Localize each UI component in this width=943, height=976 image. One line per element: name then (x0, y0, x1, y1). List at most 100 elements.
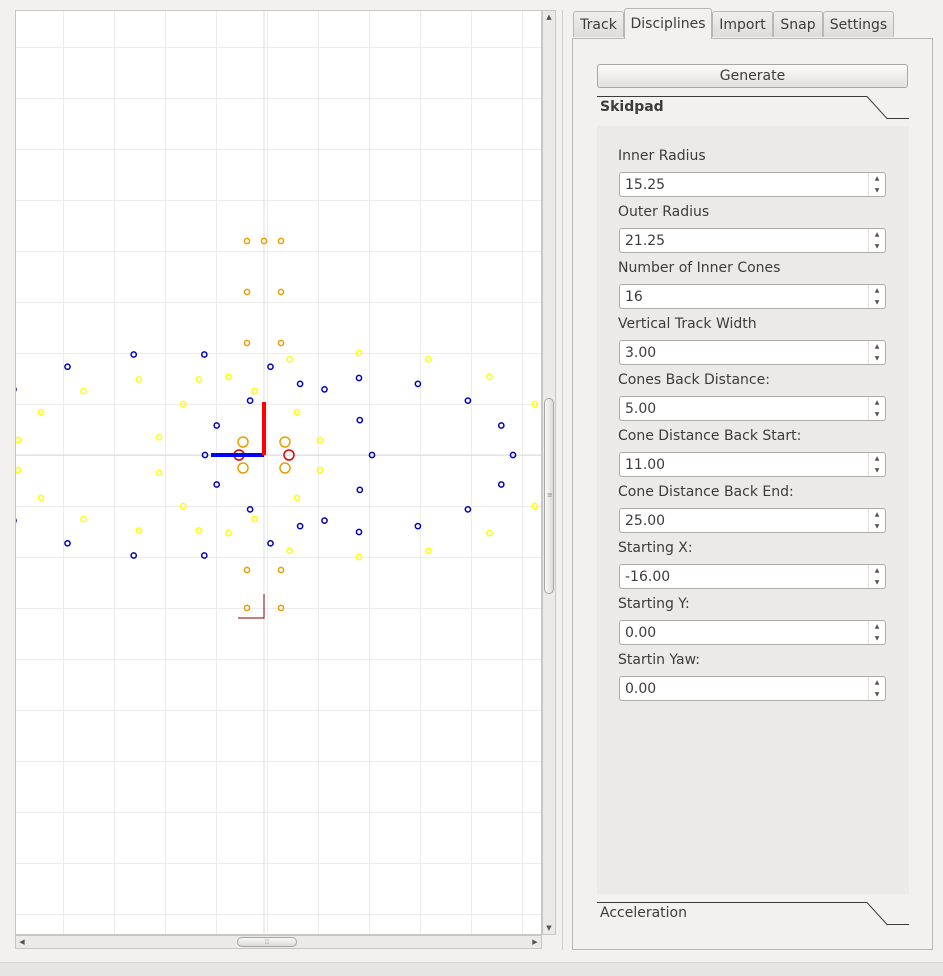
cone-marker (280, 437, 290, 447)
spinbox-buttons: ▲▼ (868, 229, 885, 252)
cone-marker (278, 567, 283, 572)
cone-marker (426, 548, 431, 553)
spinbox-input[interactable] (620, 397, 868, 420)
arrow-up-icon[interactable]: ▲ (543, 11, 555, 23)
spinbox[interactable]: ▲▼ (619, 396, 886, 421)
spinbox[interactable]: ▲▼ (619, 340, 886, 365)
spin-down-icon[interactable]: ▼ (869, 465, 885, 476)
cone-marker (322, 387, 327, 392)
cone-marker (487, 374, 492, 379)
cone-marker (268, 541, 273, 546)
cone-marker (356, 529, 361, 534)
spinbox-buttons: ▲▼ (868, 565, 885, 588)
cone-marker (38, 410, 43, 415)
spin-down-icon[interactable]: ▼ (869, 577, 885, 588)
vertical-scrollbar[interactable]: ▲ ≡ ▼ (542, 10, 556, 935)
cone-marker (357, 487, 362, 492)
arrow-down-icon[interactable]: ▼ (543, 922, 555, 934)
arrow-left-icon[interactable]: ◀ (16, 936, 28, 948)
field-label: Startin Yaw: (618, 652, 700, 668)
cone-marker (294, 495, 299, 500)
spinbox[interactable]: ▲▼ (619, 508, 886, 533)
cone-marker (252, 388, 257, 393)
spinbox-input[interactable] (620, 341, 868, 364)
cone-marker (294, 410, 299, 415)
field-label: Cone Distance Back End: (618, 484, 794, 500)
spinbox-input[interactable] (620, 677, 868, 700)
section-skidpad-header[interactable]: Skidpad (597, 96, 909, 120)
track-view[interactable] (16, 11, 542, 935)
spinbox[interactable]: ▲▼ (619, 452, 886, 477)
tab-settings[interactable]: Settings (823, 11, 894, 37)
spinbox-input[interactable] (620, 285, 868, 308)
spinbox[interactable]: ▲▼ (619, 620, 886, 645)
spinbox[interactable]: ▲▼ (619, 172, 886, 197)
spin-down-icon[interactable]: ▼ (869, 241, 885, 252)
section-acceleration-label: Acceleration (600, 902, 687, 924)
spinbox-buttons: ▲▼ (868, 397, 885, 420)
arrow-right-icon[interactable]: ▶ (529, 936, 541, 948)
spinbox[interactable]: ▲▼ (619, 564, 886, 589)
cone-marker (499, 482, 504, 487)
cone-marker (157, 470, 162, 475)
spin-down-icon[interactable]: ▼ (869, 353, 885, 364)
cone-marker (322, 518, 327, 523)
field-label: Starting Y: (618, 596, 690, 612)
spinbox[interactable]: ▲▼ (619, 228, 886, 253)
vertical-scroll-thumb[interactable]: ≡ (544, 398, 554, 594)
spin-up-icon[interactable]: ▲ (869, 341, 885, 352)
track-canvas[interactable] (15, 10, 542, 935)
tab-disciplines[interactable]: Disciplines (624, 8, 712, 39)
spin-down-icon[interactable]: ▼ (869, 409, 885, 420)
spinbox[interactable]: ▲▼ (619, 284, 886, 309)
spinbox-input[interactable] (620, 509, 868, 532)
spin-up-icon[interactable]: ▲ (869, 509, 885, 520)
splitter-handle[interactable] (562, 10, 565, 950)
spinbox-input[interactable] (620, 173, 868, 196)
spin-up-icon[interactable]: ▲ (869, 229, 885, 240)
cone-marker (278, 238, 283, 243)
spin-down-icon[interactable]: ▼ (869, 689, 885, 700)
spin-down-icon[interactable]: ▼ (869, 633, 885, 644)
tab-snap[interactable]: Snap (773, 11, 823, 37)
spin-up-icon[interactable]: ▲ (869, 621, 885, 632)
spinbox-buttons: ▲▼ (868, 677, 885, 700)
tab-import[interactable]: Import (712, 11, 773, 37)
cone-marker (278, 340, 283, 345)
spinbox-input[interactable] (620, 565, 868, 588)
cone-marker (298, 381, 303, 386)
spinbox-input[interactable] (620, 621, 868, 644)
spin-up-icon[interactable]: ▲ (869, 677, 885, 688)
horizontal-scrollbar[interactable]: ◀ ⦙⦙⦙ ▶ (15, 935, 542, 949)
spinbox[interactable]: ▲▼ (619, 676, 886, 701)
spin-up-icon[interactable]: ▲ (869, 565, 885, 576)
spin-up-icon[interactable]: ▲ (869, 453, 885, 464)
spin-down-icon[interactable]: ▼ (869, 521, 885, 532)
cone-marker (356, 375, 361, 380)
cone-marker (465, 507, 470, 512)
spinbox-input[interactable] (620, 229, 868, 252)
spin-down-icon[interactable]: ▼ (869, 297, 885, 308)
cone-marker (244, 567, 249, 572)
spin-up-icon[interactable]: ▲ (869, 285, 885, 296)
cone-marker (244, 289, 249, 294)
cone-marker (278, 289, 283, 294)
horizontal-scroll-thumb[interactable]: ⦙⦙⦙ (237, 937, 297, 947)
cone-marker (499, 423, 504, 428)
spin-down-icon[interactable]: ▼ (869, 185, 885, 196)
field-label: Cones Back Distance: (618, 372, 770, 388)
generate-button[interactable]: Generate (597, 64, 908, 88)
cone-marker (244, 340, 249, 345)
cone-marker (131, 352, 136, 357)
grip-icon: ≡ (547, 491, 553, 499)
section-acceleration-header[interactable]: Acceleration (597, 902, 909, 926)
spin-up-icon[interactable]: ▲ (869, 397, 885, 408)
cone-marker (415, 381, 420, 386)
spin-up-icon[interactable]: ▲ (869, 173, 885, 184)
cone-marker (16, 467, 21, 472)
spinbox-input[interactable] (620, 453, 868, 476)
tab-track[interactable]: Track (573, 11, 624, 37)
field-label: Cone Distance Back Start: (618, 428, 801, 444)
cone-marker (226, 531, 231, 536)
field-label: Inner Radius (618, 148, 706, 164)
